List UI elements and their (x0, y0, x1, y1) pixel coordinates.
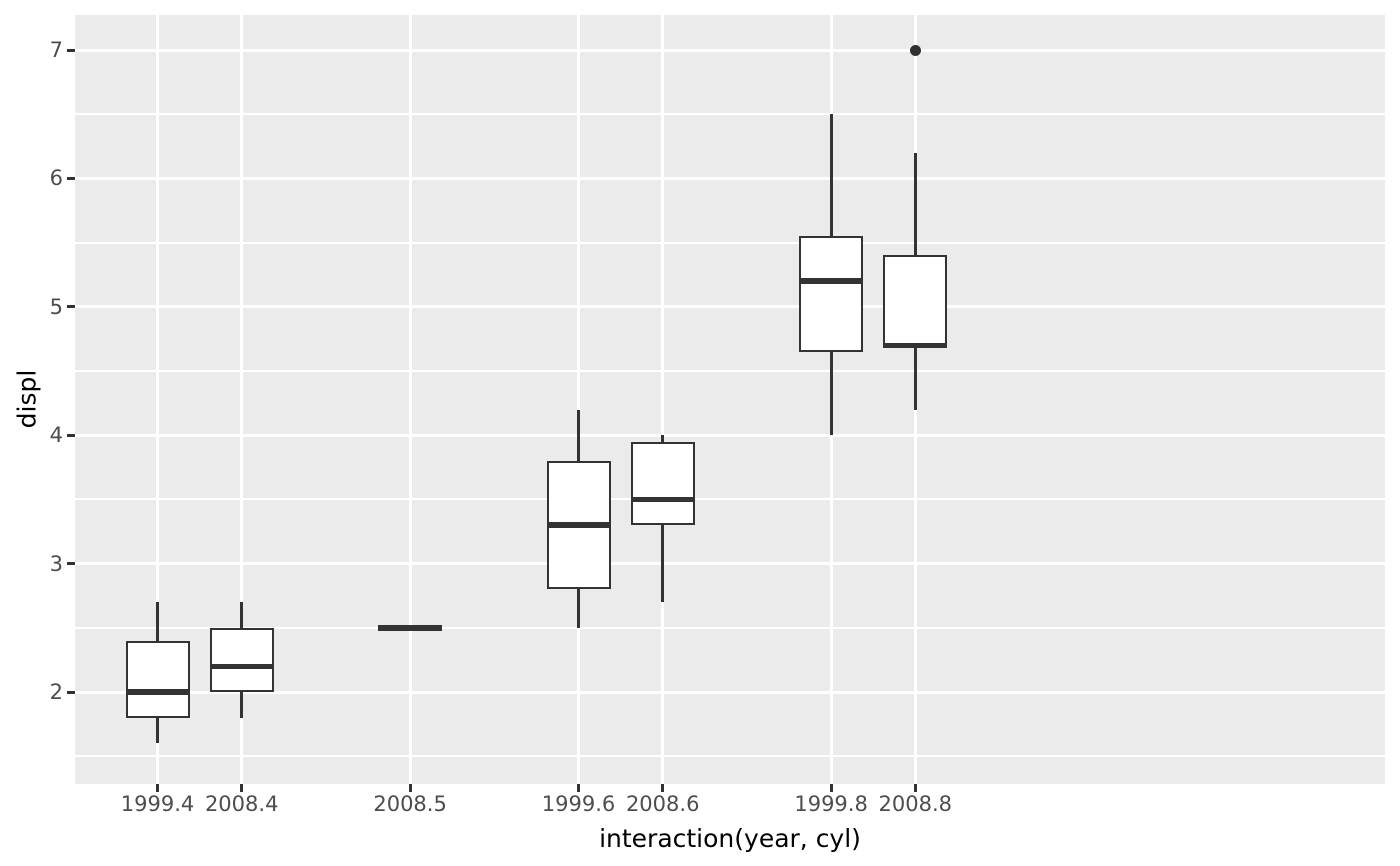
median-line (209, 663, 274, 670)
lower-whisker (156, 717, 159, 744)
lower-whisker (913, 345, 917, 410)
y-tick (67, 433, 75, 437)
x-tick (577, 784, 580, 792)
upper-whisker (829, 114, 833, 237)
y-tick (67, 562, 75, 566)
gridline-minor-y (75, 755, 1385, 758)
gridline-major-y (75, 433, 1385, 437)
gridline-major-y (75, 176, 1385, 180)
y-tick-label: 3 (49, 551, 63, 576)
upper-whisker (156, 602, 159, 641)
upper-whisker (240, 602, 244, 628)
x-tick-label: 2008.8 (878, 792, 953, 816)
y-tick (67, 690, 75, 694)
gridline-minor-y (75, 626, 1385, 629)
gridline-major-y (75, 562, 1385, 566)
y-axis-title: displ (12, 369, 42, 429)
y-tick-label: 5 (49, 294, 63, 319)
y-tick-label: 2 (49, 680, 63, 705)
upper-whisker (577, 409, 580, 461)
y-tick (67, 176, 75, 180)
lower-whisker (829, 351, 833, 436)
y-tick-label: 7 (49, 38, 63, 63)
gridline-major-x (661, 15, 665, 784)
x-axis-title: interaction(year, cyl) (599, 824, 861, 853)
lower-whisker (577, 589, 580, 628)
boxplot-box (209, 627, 274, 693)
gridline-minor-y (75, 498, 1385, 501)
gridline-major-y (75, 690, 1385, 694)
boxplot-box (883, 255, 948, 346)
y-tick (67, 48, 75, 52)
gridline-major-y (75, 305, 1385, 309)
y-tick-label: 4 (49, 423, 63, 448)
boxplot-box (630, 441, 695, 526)
x-tick (408, 784, 412, 792)
upper-whisker (913, 152, 917, 256)
x-tick (661, 784, 665, 792)
x-tick-label: 2008.6 (625, 792, 700, 816)
boxplot-box (125, 640, 190, 718)
gridline-major-x (240, 15, 244, 784)
gridline-minor-y (75, 113, 1385, 116)
median-line (546, 522, 611, 528)
gridline-major-y (75, 48, 1385, 52)
x-tick (913, 784, 917, 792)
outlier-point (909, 44, 921, 56)
plot-panel (75, 15, 1385, 784)
median-line (378, 625, 443, 631)
gridline-minor-y (75, 370, 1385, 373)
gridline-major-x (156, 15, 159, 784)
x-tick-label: 2008.5 (373, 792, 447, 816)
x-tick (829, 784, 833, 792)
x-tick (156, 784, 159, 792)
x-tick-label: 2008.4 (204, 792, 279, 816)
lower-whisker (240, 692, 244, 718)
x-tick-label: 1999.4 (120, 792, 195, 816)
y-tick (67, 305, 75, 309)
boxplot-box (799, 236, 864, 352)
median-line (883, 342, 948, 349)
median-line (630, 496, 695, 503)
median-line (799, 278, 864, 284)
lower-whisker (661, 525, 665, 603)
x-tick-label: 1999.6 (541, 792, 616, 816)
upper-whisker (661, 435, 665, 442)
median-line (125, 689, 190, 695)
x-tick-label: 1999.8 (794, 792, 868, 816)
x-tick (240, 784, 244, 792)
gridline-major-x (408, 15, 412, 784)
y-tick-label: 6 (49, 166, 63, 191)
gridline-major-x (577, 15, 580, 784)
gridline-minor-y (75, 241, 1385, 244)
